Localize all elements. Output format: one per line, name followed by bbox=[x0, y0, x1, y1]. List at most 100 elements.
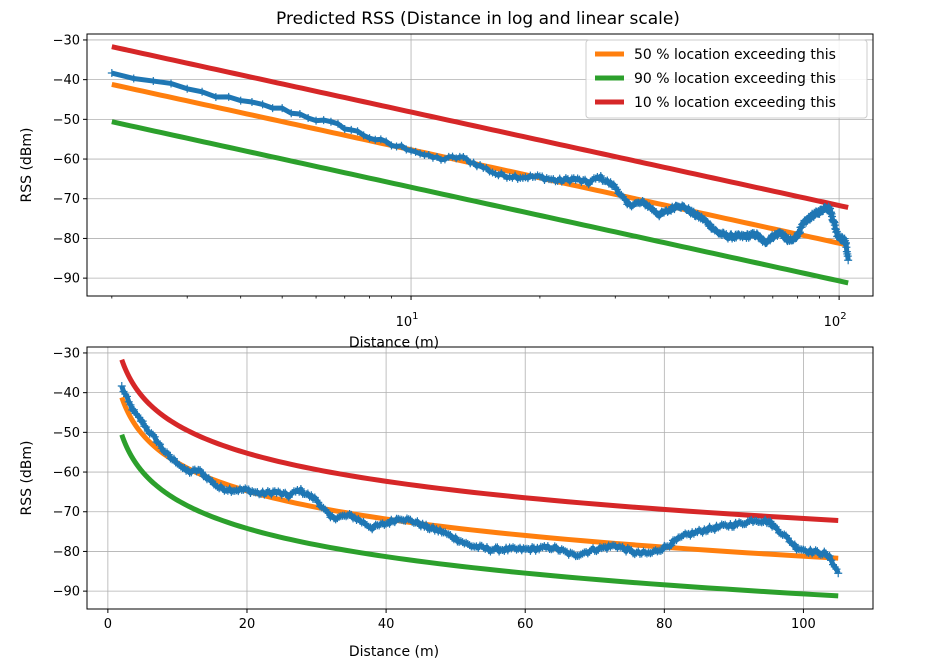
data-point-marker bbox=[638, 197, 647, 206]
data-point-marker bbox=[236, 96, 245, 105]
data-point-marker bbox=[246, 488, 255, 497]
data-point-marker bbox=[752, 516, 761, 525]
data-point-marker bbox=[316, 502, 325, 511]
data-point-marker bbox=[444, 530, 453, 539]
data-point-marker bbox=[486, 547, 495, 556]
data-point-marker bbox=[424, 150, 433, 159]
x-tick-label: 40 bbox=[378, 617, 395, 632]
data-point-marker bbox=[622, 547, 631, 556]
data-point-marker bbox=[481, 544, 490, 553]
data-point-marker bbox=[402, 514, 411, 523]
data-point-marker bbox=[583, 549, 592, 558]
data-point-marker bbox=[612, 185, 621, 194]
data-point-marker bbox=[451, 533, 460, 542]
data-point-marker bbox=[559, 546, 568, 555]
data-point-marker bbox=[766, 517, 775, 526]
data-point-marker bbox=[278, 104, 287, 113]
y-tick-label: −50 bbox=[53, 113, 80, 128]
data-point-marker bbox=[700, 525, 709, 534]
y-tick-label: −70 bbox=[53, 192, 80, 207]
x-tick-label: 0 bbox=[104, 617, 112, 632]
data-point-marker bbox=[689, 529, 698, 538]
data-point-marker bbox=[260, 490, 269, 499]
y-tick-label: −90 bbox=[53, 585, 80, 600]
data-point-marker bbox=[407, 146, 416, 155]
series-line-measured-rss bbox=[119, 358, 839, 523]
data-point-marker bbox=[698, 528, 707, 537]
data-point-marker bbox=[326, 117, 335, 126]
plot-area bbox=[117, 358, 843, 599]
data-point-marker bbox=[597, 544, 606, 553]
legend-label: 10 % location exceeding this bbox=[634, 95, 836, 111]
data-point-marker bbox=[356, 516, 365, 525]
series-line-measured-rss bbox=[119, 396, 839, 561]
data-point-marker bbox=[296, 485, 305, 494]
data-point-marker bbox=[665, 542, 674, 551]
y-tick-label: −30 bbox=[53, 33, 80, 48]
data-point-marker bbox=[550, 542, 559, 551]
y-tick-label: −50 bbox=[53, 426, 80, 441]
series-markers-measured-rss bbox=[117, 382, 843, 578]
series-line-measured-rss bbox=[119, 433, 839, 599]
data-point-marker bbox=[365, 134, 374, 143]
data-point-marker bbox=[441, 528, 450, 537]
y-tick-label: −30 bbox=[53, 346, 80, 361]
y-tick-label: −60 bbox=[53, 466, 80, 481]
data-point-marker bbox=[582, 178, 591, 187]
data-point-marker bbox=[656, 546, 665, 555]
data-point-marker bbox=[117, 382, 126, 391]
data-point-marker bbox=[592, 547, 601, 556]
data-point-marker bbox=[736, 518, 745, 527]
data-point-marker bbox=[140, 422, 149, 431]
data-point-marker bbox=[274, 487, 283, 496]
data-point-marker bbox=[262, 489, 271, 498]
data-point-marker bbox=[304, 114, 313, 123]
data-point-marker bbox=[258, 100, 267, 109]
data-point-marker bbox=[359, 131, 368, 140]
plot-area bbox=[107, 44, 853, 286]
legend-box bbox=[585, 39, 868, 119]
y-tick-label: −90 bbox=[53, 272, 80, 287]
data-point-marker bbox=[387, 141, 396, 150]
data-point-marker bbox=[587, 545, 596, 554]
data-point-marker bbox=[593, 173, 602, 182]
x-tick-label: 101 bbox=[396, 311, 419, 330]
data-point-marker bbox=[667, 541, 676, 550]
legend-label: 90 % location exceeding this bbox=[634, 71, 836, 87]
data-point-marker bbox=[809, 547, 818, 556]
data-point-marker bbox=[776, 529, 785, 538]
data-point-marker bbox=[383, 519, 392, 527]
data-point-marker bbox=[429, 523, 438, 532]
data-point-marker bbox=[811, 546, 820, 555]
data-point-marker bbox=[129, 74, 138, 83]
data-point-marker bbox=[218, 484, 227, 493]
data-point-marker bbox=[524, 544, 533, 553]
data-point-marker bbox=[211, 92, 220, 101]
data-point-marker bbox=[465, 541, 474, 550]
data-point-marker bbox=[557, 545, 566, 554]
data-point-marker bbox=[335, 512, 344, 521]
data-point-marker bbox=[309, 495, 318, 504]
axes-frame bbox=[86, 346, 874, 610]
data-point-marker bbox=[197, 468, 206, 477]
data-point-marker bbox=[452, 154, 461, 163]
data-point-marker bbox=[413, 517, 422, 526]
x-tick-label: 80 bbox=[656, 617, 673, 632]
data-point-marker bbox=[107, 69, 116, 78]
data-point-marker bbox=[566, 548, 575, 557]
data-point-marker bbox=[420, 522, 429, 531]
x-tick-label: 102 bbox=[824, 311, 847, 330]
data-point-marker bbox=[382, 137, 391, 146]
data-point-marker bbox=[832, 565, 841, 574]
data-point-marker bbox=[247, 98, 256, 107]
data-point-marker bbox=[569, 550, 578, 559]
data-point-marker bbox=[458, 538, 467, 547]
data-point-marker bbox=[625, 545, 634, 554]
data-point-marker bbox=[293, 486, 302, 495]
data-point-marker bbox=[585, 547, 594, 556]
data-point-marker bbox=[126, 400, 135, 409]
data-point-marker bbox=[392, 142, 401, 151]
data-point-marker bbox=[268, 104, 277, 113]
data-point-marker bbox=[319, 116, 328, 125]
y-tick-label: −80 bbox=[53, 232, 80, 247]
